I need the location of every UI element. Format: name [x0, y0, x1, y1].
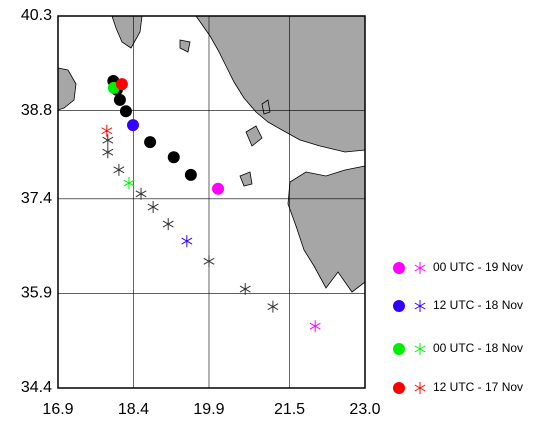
x-tick-label: 16.9: [42, 401, 73, 418]
point: [115, 78, 128, 91]
x-tick-label: 18.4: [118, 401, 149, 418]
plot-frame: [57, 15, 366, 389]
y-tick-label: 37.4: [21, 190, 52, 207]
point: [144, 136, 157, 149]
asterisk: [267, 300, 279, 313]
legend-item: 00 UTC - 18 Nov: [393, 341, 523, 355]
coast: [57, 67, 77, 111]
legend-swatch: [414, 262, 426, 274]
point: [184, 168, 197, 181]
asterisk: [309, 320, 321, 333]
point: [113, 93, 126, 106]
legend-swatch: [393, 300, 405, 312]
island: [245, 125, 263, 147]
x-tick-label: 21.5: [274, 401, 305, 418]
asterisk: [101, 124, 113, 137]
land: [57, 15, 366, 293]
legend-item: 00 UTC - 19 Nov: [393, 260, 523, 274]
x-tick-label: 19.9: [193, 401, 224, 418]
island: [239, 171, 253, 187]
asterisk: [147, 201, 159, 214]
asterisk: [162, 218, 174, 231]
coast: [111, 15, 143, 49]
island: [179, 39, 191, 53]
y-tick-label: 34.4: [21, 379, 52, 396]
legend-label: 12 UTC - 17 Nov: [433, 380, 523, 394]
asterisk: [181, 235, 193, 248]
legend-swatch: [414, 300, 426, 312]
x-tick-label: 23.0: [349, 401, 380, 418]
legend-label: 12 UTC - 18 Nov: [433, 298, 523, 312]
asterisk: [123, 177, 135, 190]
point: [167, 151, 180, 164]
asterisk: [203, 255, 215, 268]
legend-swatch: [393, 262, 405, 274]
legend-swatch: [414, 343, 426, 355]
legend-swatch: [393, 382, 405, 394]
coast: [287, 165, 366, 293]
y-tick-label: 40.3: [21, 7, 52, 24]
point: [119, 105, 132, 118]
legend-item: 12 UTC - 17 Nov: [393, 380, 523, 394]
legend-swatch: [393, 343, 405, 355]
asterisk: [135, 187, 147, 200]
legend-label: 00 UTC - 18 Nov: [433, 341, 523, 355]
coast: [195, 15, 366, 153]
asterisk: [102, 146, 114, 159]
y-tick-label: 35.9: [21, 285, 52, 302]
legend-label: 00 UTC - 19 Nov: [433, 260, 523, 274]
asterisk: [239, 283, 251, 296]
asterisk: [113, 163, 125, 176]
point: [126, 119, 139, 132]
legend-item: 12 UTC - 18 Nov: [393, 298, 523, 312]
point: [212, 182, 225, 195]
legend-swatch: [414, 382, 426, 394]
y-tick-label: 38.8: [21, 102, 52, 119]
asterisk: [102, 134, 114, 147]
